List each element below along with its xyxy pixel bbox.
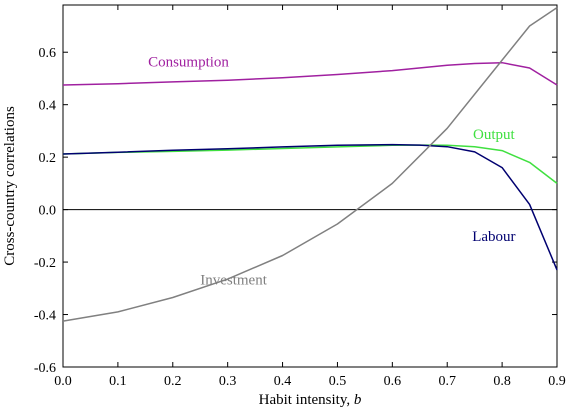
- x-axis: 0.0 0.1 0.2 0.3 0.4 0.5 0.6 0.7 0.8 0.9: [54, 5, 566, 389]
- x-axis-label: Habit intensity, b: [259, 392, 362, 408]
- x-tick-label: 0.9: [548, 374, 566, 389]
- series-label-labour: Labour: [472, 229, 515, 245]
- x-tick-label: 0.1: [109, 374, 127, 389]
- x-tick-label: 0.4: [274, 374, 292, 389]
- plot-frame: [62, 4, 558, 368]
- y-tick-label: -0.6: [34, 361, 56, 376]
- y-tick-label: -0.2: [34, 256, 56, 271]
- x-tick-label: 0.7: [438, 374, 456, 389]
- series-label-investment: Investment: [200, 272, 267, 288]
- y-tick-label: 0.6: [39, 46, 57, 61]
- series-line-consumption: [62, 61, 558, 86]
- y-tick-label: -0.4: [34, 309, 56, 324]
- series-label-output: Output: [473, 127, 516, 143]
- y-axis-label: Cross-country correlations: [2, 106, 18, 266]
- x-tick-label: 0.3: [219, 374, 237, 389]
- series-lines: [62, 6, 558, 322]
- series-line-labour: [62, 143, 558, 271]
- x-tick-label: 0.6: [384, 374, 402, 389]
- plot-area: 0.0 0.1 0.2 0.3 0.4 0.5 0.6 0.7 0.8 0.9 -0.6-0.4-…: [34, 4, 566, 389]
- y-tick-label: 0.2: [39, 151, 57, 166]
- series-label-consumption: Consumption: [148, 55, 229, 71]
- y-axis: -0.6 -0.4 -0.2 0.0 0.2 0.4 0.6: [34, 46, 557, 376]
- y-tick-label: 0.0: [39, 204, 57, 219]
- x-tick-label: 0.2: [164, 374, 182, 389]
- y-tick-label: 0.4: [39, 99, 57, 114]
- x-tick-label: 0.0: [54, 374, 72, 389]
- series-annotations: Consumption Output Labour Investment: [148, 55, 515, 289]
- series-line-investment: [62, 6, 558, 322]
- x-tick-label: 0.8: [493, 374, 511, 389]
- x-tick-label: 0.5: [329, 374, 347, 389]
